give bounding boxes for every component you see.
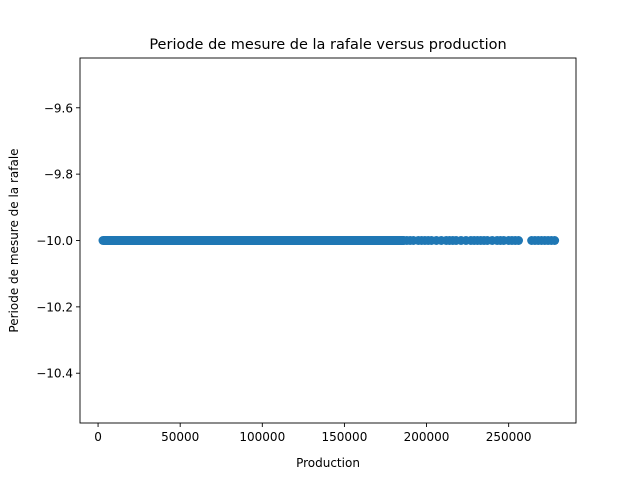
x-tick-label: 100000 <box>239 430 285 444</box>
y-tick-label: −9.6 <box>44 101 73 115</box>
x-tick-label: 50000 <box>161 430 199 444</box>
x-axis-label: Production <box>296 456 360 470</box>
y-tick-label: −10.0 <box>36 234 73 248</box>
data-points <box>98 236 560 245</box>
y-axis: −9.6 −9.8 −10.0 −10.2 −10.4 <box>36 101 80 381</box>
y-axis-label: Periode de mesure de la rafale <box>7 148 21 332</box>
x-axis: 0 50000 100000 150000 200000 250000 <box>94 423 532 444</box>
y-tick-label: −9.8 <box>44 168 73 182</box>
data-point <box>550 236 560 245</box>
x-tick-label: 0 <box>94 430 102 444</box>
chart-title: Periode de mesure de la rafale versus pr… <box>149 37 506 53</box>
x-tick-label: 200000 <box>404 430 450 444</box>
data-point <box>514 236 524 245</box>
y-tick-label: −10.4 <box>36 367 73 381</box>
y-tick-label: −10.2 <box>36 300 73 314</box>
x-tick-label: 250000 <box>486 430 532 444</box>
x-tick-label: 150000 <box>322 430 368 444</box>
